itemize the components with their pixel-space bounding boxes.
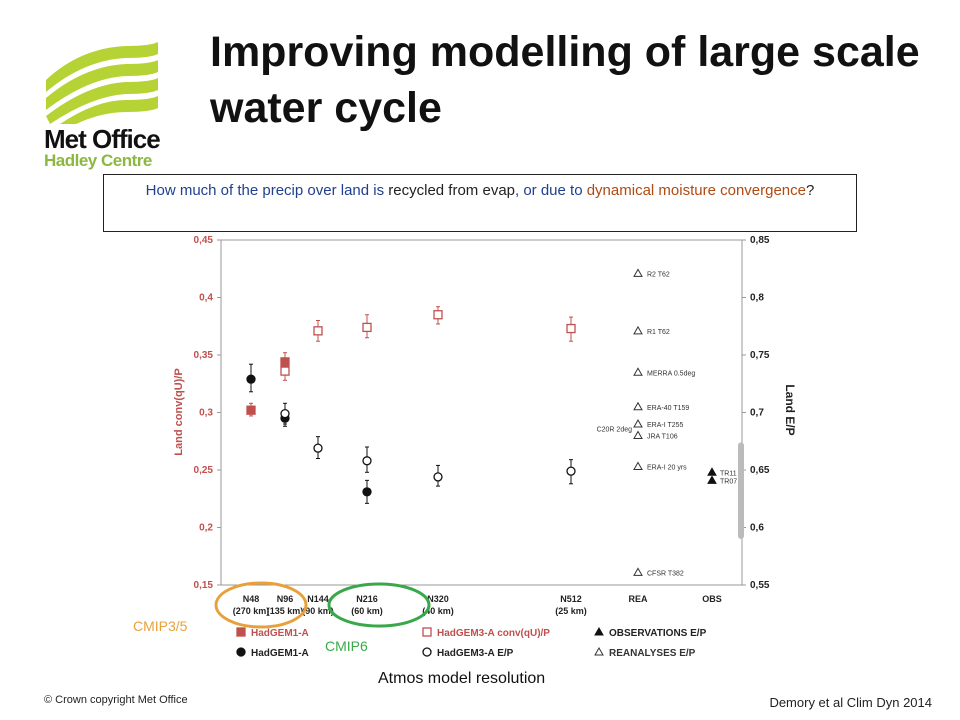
met-office-logo [46,42,158,124]
logo-subtitle: Hadley Centre [44,151,152,170]
data-point-filled-triangle [707,475,717,484]
point-label: JRA T106 [647,434,678,441]
y-right-tick-label: 0,6 [750,523,764,534]
x-tick-label: N144 [307,594,329,604]
cmip35-label: CMIP3/5 [133,618,188,634]
y-left-axis-title: Land conv(qU)/P [173,368,185,455]
y-right-tick-label: 0,55 [750,580,770,591]
point-label: ERA-I T255 [647,422,684,429]
x-tick-label: OBS [702,594,722,604]
data-point-open-circle [313,443,323,453]
y-right-tick-label: 0,8 [750,293,764,304]
data-point-filled-circle [246,374,256,384]
x-tick-sublabel: (90 km) [302,606,334,616]
data-point-open-square [280,366,290,376]
logo-title: Met Office [44,124,161,154]
y-right-tick-label: 0,65 [750,465,770,476]
y-left-tick-label: 0,25 [194,465,214,476]
point-label: R2 T62 [647,271,670,278]
point-label: CFSR T382 [647,570,684,577]
data-point-open-circle [433,472,443,482]
x-tick-sublabel: (135 km) [267,606,304,616]
y-right-tick-label: 0,7 [750,408,764,419]
x-tick-label: N512 [560,594,582,604]
legend-label: HadGEM3-A conv(qU)/P [437,628,550,639]
cmip6-label: CMIP6 [325,638,368,654]
data-point-open-triangle [633,418,643,428]
legend-marker [236,627,246,637]
data-point-filled-square [246,405,256,415]
data-point-filled-circle [362,487,372,497]
question-part-1: How much of the precip over land is [145,182,389,199]
legend-marker [422,647,432,657]
question-part-5: ? [806,182,815,199]
x-axis-title: Atmos model resolution [378,670,546,687]
x-tick-sublabel: (25 km) [555,606,587,616]
x-tick-label: N216 [356,594,378,604]
legend-label: REANALYSES E/P [609,648,696,659]
x-tick-label: REA [628,594,648,604]
point-label: ERA-40 T159 [647,405,689,412]
citation-text: Demory et al Clim Dyn 2014 [769,695,932,710]
y-left-tick-label: 0,35 [194,350,214,361]
y-right-tick-label: 0,75 [750,350,770,361]
data-point-open-square [433,310,443,320]
cmip6-ring [327,582,431,628]
y-left-tick-label: 0,45 [194,235,214,246]
point-label: TR11 [720,470,737,477]
data-point-open-square [566,323,576,334]
observation-range-bar [738,442,744,539]
y-right-axis-title: Land E/P [783,384,797,435]
data-point-open-triangle [633,401,643,411]
data-point-open-triangle [633,367,643,376]
point-label: TR07 [720,478,737,485]
x-tick-label: N96 [277,594,294,604]
data-point-open-square [313,326,323,336]
x-tick-label: N48 [243,594,260,604]
data-point-open-circle [280,408,290,419]
legend-marker [236,647,246,657]
point-label: R1 T62 [647,329,670,336]
cmip35-ring [214,581,308,629]
data-point-filled-triangle [707,467,717,476]
legend-label: HadGEM3-A E/P [437,648,514,659]
x-tick-sublabel: (60 km) [351,606,383,616]
legend-label: OBSERVATIONS E/P [609,628,707,639]
legend-label: HadGEM1-A [251,648,309,659]
data-point-open-triangle [633,567,643,576]
question-part-4: dynamical moisture convergence [586,182,806,199]
copyright-text: © Crown copyright Met Office [44,694,188,706]
legend-marker [594,646,604,656]
y-left-tick-label: 0,2 [199,523,213,534]
slide-title: Improving modelling of large scale water… [210,28,920,132]
data-point-open-circle [566,466,576,476]
y-right-tick-label: 0,85 [750,235,770,246]
question-part-2: recycled from evap [388,182,515,199]
question-box: How much of the precip over land is recy… [103,174,857,232]
y-left-tick-label: 0,3 [199,408,213,419]
point-label: ERA-I 20 yrs [647,465,687,472]
question-part-3: , or due to [515,182,587,199]
data-point-open-circle [362,456,372,466]
y-left-tick-label: 0,4 [199,293,213,304]
data-point-open-square [362,322,372,333]
legend-marker [422,627,432,637]
x-tick-label: N320 [427,594,449,604]
plot-frame [220,239,743,586]
data-point-open-triangle [633,268,643,277]
legend-marker [594,626,604,636]
y-left-tick-label: 0,15 [194,580,214,591]
data-point-open-triangle [633,325,643,335]
data-point-open-triangle [633,461,643,471]
point-label: MERRA 0.5deg [647,370,695,377]
x-tick-sublabel: (40 km) [422,606,454,616]
data-point-open-triangle [633,430,643,439]
point-label: C20R 2deg [597,427,633,434]
legend-label: HadGEM1-A [251,628,309,639]
x-tick-sublabel: (270 km) [233,606,270,616]
